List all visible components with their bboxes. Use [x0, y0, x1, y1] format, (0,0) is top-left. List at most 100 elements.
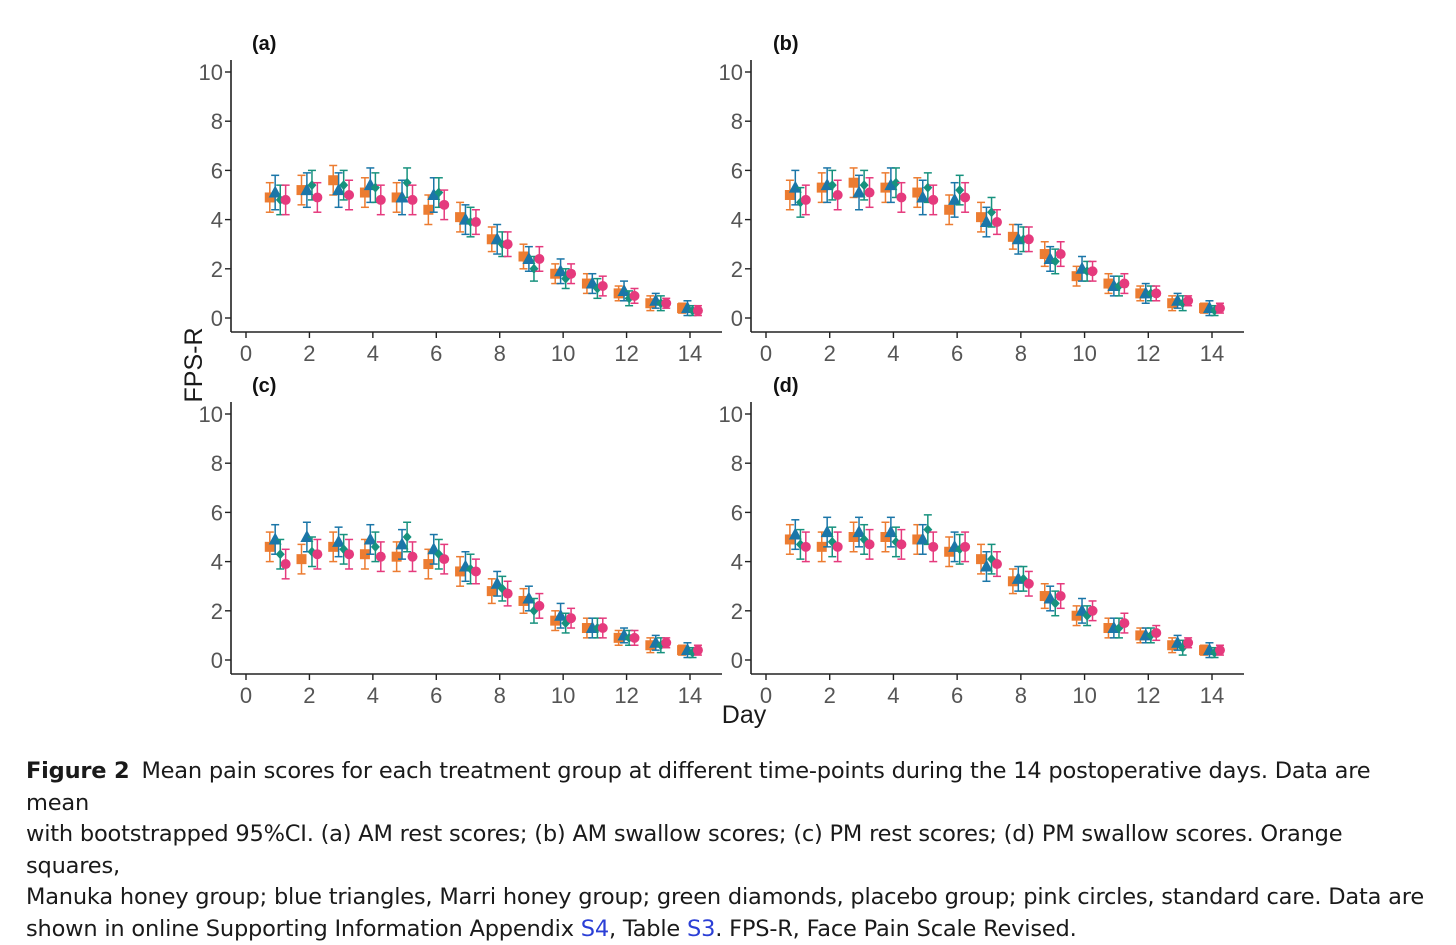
x-tick-label: 2: [303, 683, 315, 708]
x-tick-label: 4: [367, 683, 379, 708]
x-tick-label: 14: [1200, 683, 1224, 708]
y-tick-label: 2: [731, 599, 743, 624]
x-tick-label: 12: [614, 683, 638, 708]
x-tick-label: 4: [887, 683, 899, 708]
data-point-circle: [630, 291, 640, 301]
y-tick-label: 0: [731, 306, 743, 331]
data-point-circle: [344, 549, 354, 559]
x-tick-label: 0: [240, 683, 252, 708]
table-link-s3[interactable]: S3: [687, 916, 715, 942]
data-point-circle: [865, 539, 875, 549]
data-point-square: [849, 178, 859, 188]
data-point-circle: [312, 549, 322, 559]
data-point-circle: [344, 190, 354, 200]
x-tick-label: 2: [824, 341, 836, 366]
caption-line-4: shown in online Supporting Information A…: [26, 914, 1426, 945]
x-tick-label: 10: [1072, 341, 1096, 366]
data-point-circle: [566, 269, 576, 279]
panel-label: (b): [773, 33, 799, 55]
x-tick-label: 14: [678, 683, 702, 708]
data-point-circle: [598, 623, 608, 633]
data-point-circle: [503, 589, 513, 599]
panel-label: (a): [252, 33, 276, 55]
data-point-circle: [992, 559, 1002, 569]
data-point-circle: [960, 542, 970, 552]
x-tick-label: 10: [551, 683, 575, 708]
y-tick-label: 8: [211, 109, 223, 134]
data-point-circle: [661, 298, 671, 308]
y-tick-label: 4: [731, 550, 743, 575]
x-tick-label: 2: [303, 341, 315, 366]
caption-line-3: Manuka honey group; blue triangles, Marr…: [26, 882, 1426, 914]
data-point-diamond: [923, 183, 932, 193]
x-tick-label: 10: [551, 341, 575, 366]
y-tick-label: 10: [199, 60, 223, 85]
data-point-circle: [1119, 618, 1129, 628]
data-point-square: [297, 554, 307, 564]
y-tick-label: 10: [719, 402, 743, 427]
data-point-circle: [661, 638, 671, 648]
x-tick-label: 6: [951, 683, 963, 708]
x-tick-label: 12: [1136, 341, 1160, 366]
data-point-circle: [630, 633, 640, 643]
caption-text-4a: shown in online Supporting Information A…: [26, 916, 581, 942]
y-tick-label: 10: [199, 402, 223, 427]
data-point-square: [392, 552, 402, 562]
data-point-diamond: [987, 207, 996, 217]
y-tick-label: 6: [731, 500, 743, 525]
data-point-circle: [1183, 638, 1193, 648]
data-point-square: [944, 205, 954, 215]
data-point-square: [976, 554, 986, 564]
y-axis-title: FPS-R: [180, 328, 208, 403]
data-point-diamond: [403, 178, 412, 188]
data-point-circle: [566, 613, 576, 623]
data-point-diamond: [403, 532, 412, 542]
y-tick-label: 4: [731, 208, 743, 233]
data-point-circle: [801, 542, 811, 552]
appendix-link-s4[interactable]: S4: [581, 916, 609, 942]
data-point-circle: [1056, 249, 1066, 259]
data-point-circle: [1215, 645, 1225, 655]
data-point-circle: [439, 200, 449, 210]
x-tick-label: 0: [760, 683, 772, 708]
y-tick-label: 6: [211, 158, 223, 183]
data-point-circle: [598, 281, 608, 291]
data-point-circle: [865, 188, 875, 198]
data-point-circle: [376, 552, 386, 562]
data-point-circle: [1056, 591, 1066, 601]
data-point-circle: [1151, 288, 1161, 298]
x-tick-label: 14: [678, 341, 702, 366]
data-point-circle: [408, 552, 418, 562]
data-point-circle: [693, 306, 703, 316]
data-point-circle: [408, 195, 418, 205]
data-point-circle: [471, 217, 481, 227]
y-tick-label: 6: [731, 158, 743, 183]
data-point-circle: [1088, 266, 1098, 276]
data-point-circle: [960, 192, 970, 202]
data-point-circle: [1088, 606, 1098, 616]
panel-label: (c): [252, 375, 276, 397]
x-tick-label: 0: [240, 341, 252, 366]
data-point-circle: [1215, 303, 1225, 313]
data-point-circle: [471, 566, 481, 576]
data-point-diamond: [923, 525, 932, 535]
data-point-circle: [833, 542, 843, 552]
data-point-diamond: [276, 549, 285, 559]
y-tick-label: 0: [211, 648, 223, 673]
data-point-circle: [1119, 279, 1129, 289]
x-tick-label: 12: [614, 341, 638, 366]
data-point-circle: [1024, 234, 1034, 244]
x-tick-label: 14: [1200, 341, 1224, 366]
x-tick-label: 6: [951, 341, 963, 366]
data-point-circle: [693, 645, 703, 655]
y-tick-label: 6: [211, 500, 223, 525]
y-tick-label: 2: [211, 257, 223, 282]
caption-text-4b: , Table: [609, 916, 687, 942]
x-tick-label: 0: [760, 341, 772, 366]
data-point-circle: [992, 217, 1002, 227]
